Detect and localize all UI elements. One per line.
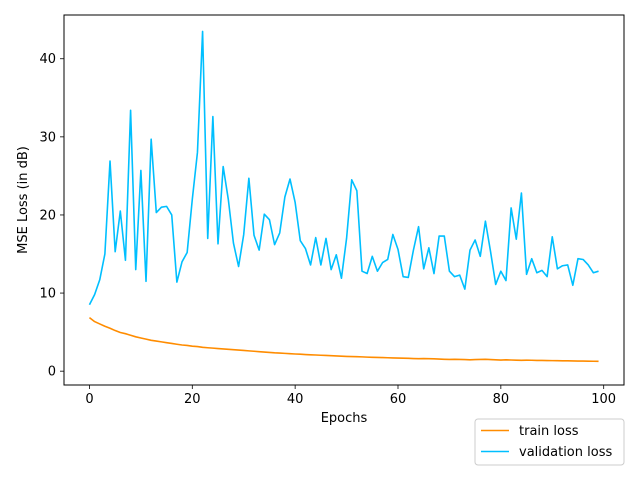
legend-box (474, 418, 625, 466)
y-tick-label: 10 (39, 287, 56, 302)
series-layer (88, 30, 599, 363)
x-tick-label: 100 (591, 392, 616, 407)
x-axis-label: Epochs (321, 411, 368, 426)
x-tick-label: 20 (184, 392, 201, 407)
x-tick-label: 0 (85, 392, 93, 407)
train-loss-line (88, 317, 599, 363)
y-tick-label: 30 (39, 130, 56, 145)
x-tick-label: 40 (287, 392, 304, 407)
y-tick-label: 20 (39, 208, 56, 223)
legend: train loss validation loss (474, 418, 625, 466)
legend-label-train: train loss (519, 424, 579, 439)
x-tick-label: 80 (493, 392, 510, 407)
validation-loss-line (88, 30, 599, 306)
axis-ticks: 0 20 40 60 80 100 0 10 20 30 40 (39, 52, 616, 407)
y-axis-label: MSE Loss (in dB) (16, 146, 31, 254)
y-tick-label: 40 (39, 52, 56, 67)
y-tick-label: 0 (48, 365, 56, 380)
x-tick-label: 60 (390, 392, 407, 407)
plot-frame (63, 14, 625, 386)
legend-label-validation: validation loss (519, 445, 612, 460)
